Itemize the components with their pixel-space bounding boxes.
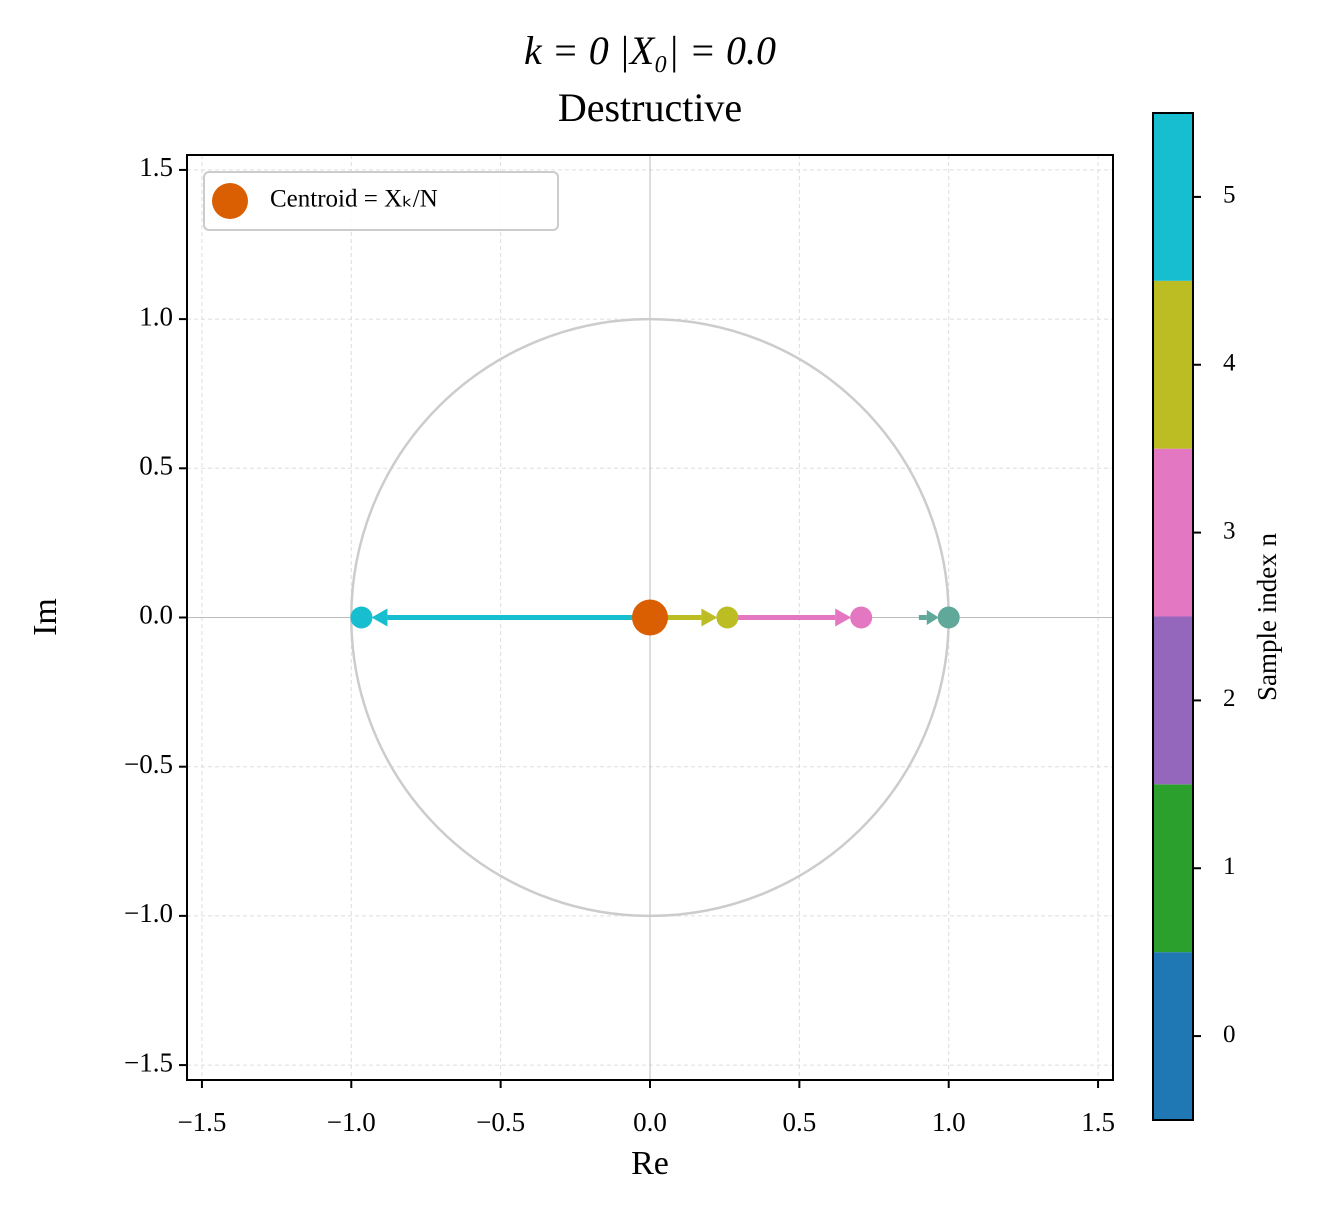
y-tick-label: −1.0 bbox=[124, 898, 173, 928]
y-tick-label: −0.5 bbox=[124, 749, 173, 779]
colorbar-tick-label: 5 bbox=[1223, 182, 1236, 209]
colorbar-tick-label: 0 bbox=[1223, 1021, 1236, 1048]
x-tick-label: 1.5 bbox=[1081, 1107, 1115, 1137]
x-tick-label: −0.5 bbox=[476, 1107, 525, 1137]
colorbar-tick-label: 1 bbox=[1223, 853, 1236, 880]
arrow-head bbox=[835, 608, 852, 627]
colorbar-tick-label: 4 bbox=[1223, 349, 1236, 376]
y-tick-label: −1.5 bbox=[124, 1047, 173, 1077]
chart-title: k = 0 |X₀| = 0.0 bbox=[524, 28, 776, 73]
y-tick-label: 0.0 bbox=[139, 600, 173, 630]
y-tick-label: 1.0 bbox=[139, 301, 173, 331]
arrow bbox=[727, 608, 852, 627]
colorbar-tick-label: 2 bbox=[1223, 685, 1236, 712]
colorbar-frame bbox=[1152, 112, 1194, 1121]
colorbar-label: Sample index n bbox=[1252, 533, 1282, 701]
arrow bbox=[371, 608, 650, 627]
sample-point bbox=[716, 606, 739, 629]
colorbar-tick-label: 3 bbox=[1223, 517, 1236, 544]
y-tick-label: 1.5 bbox=[139, 152, 173, 182]
arrow bbox=[918, 610, 939, 625]
arrow-head bbox=[701, 608, 718, 627]
sample-point bbox=[937, 606, 960, 629]
chart-subtitle: Destructive bbox=[558, 85, 742, 130]
sample-point bbox=[850, 606, 873, 629]
x-tick-label: 0.0 bbox=[633, 1107, 667, 1137]
colorbar-segment bbox=[1153, 113, 1193, 281]
x-tick-label: 1.0 bbox=[932, 1107, 966, 1137]
x-axis-label: Re bbox=[631, 1145, 669, 1182]
legend-box bbox=[203, 171, 559, 231]
y-axis-label: Im bbox=[27, 598, 64, 636]
colorbar-segment bbox=[1153, 616, 1193, 785]
x-tick-label: −1.5 bbox=[177, 1107, 226, 1137]
colorbar-segment bbox=[1153, 448, 1193, 617]
legend-marker bbox=[212, 183, 248, 219]
colorbar-segment bbox=[1153, 280, 1193, 449]
centroid bbox=[632, 599, 668, 636]
y-tick-label: 0.5 bbox=[139, 451, 173, 481]
legend-label: Centroid = Xₖ/N bbox=[270, 186, 438, 213]
x-tick-label: −1.0 bbox=[327, 1107, 376, 1137]
plot-frame bbox=[186, 154, 1114, 1081]
arrow-head bbox=[926, 610, 939, 625]
x-tick-label: 0.5 bbox=[782, 1107, 816, 1137]
colorbar-segment bbox=[1153, 952, 1193, 1120]
sample-point bbox=[350, 606, 373, 629]
arrow-head bbox=[371, 608, 388, 627]
colorbar-segment bbox=[1153, 784, 1193, 953]
